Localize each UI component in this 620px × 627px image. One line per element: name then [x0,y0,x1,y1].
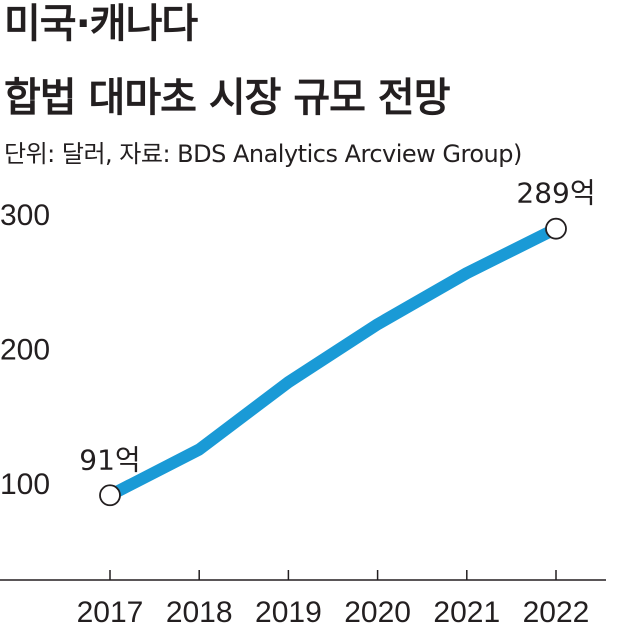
x-tick-label-2020: 2020 [344,596,411,627]
data-label-2022: 289억 [516,177,595,210]
title-line-1: 미국·캐나다 [4,1,198,47]
annotations-group: 91억 289억 [79,177,596,507]
y-tick-label-100: 100 [0,468,50,501]
series-line-0 [104,222,562,502]
x-tick-label-2021: 2021 [433,596,500,627]
x-tick-label-2018: 2018 [166,596,233,627]
title-line-2: 합법 대마초 시장 규모 전망 [4,75,451,121]
y-tick-label-200: 200 [0,334,50,367]
data-label-2017: 91억 [79,443,140,476]
point-marker-2022 [545,217,567,240]
point-marker-2017 [99,484,121,507]
y-tick-label-300: 300 [0,199,50,232]
series-group [104,222,562,502]
x-axis-ticks: 2017 2018 2019 2020 2021 2022 [77,570,590,627]
x-tick-label-2019: 2019 [255,596,322,627]
y-axis-ticks: 100 200 300 [0,199,50,501]
x-tick-label-2017: 2017 [77,596,144,627]
x-tick-label-2022: 2022 [523,596,590,627]
source-note: 단위: 달러, 자료: BDS Analytics Arcview Group) [4,140,522,168]
